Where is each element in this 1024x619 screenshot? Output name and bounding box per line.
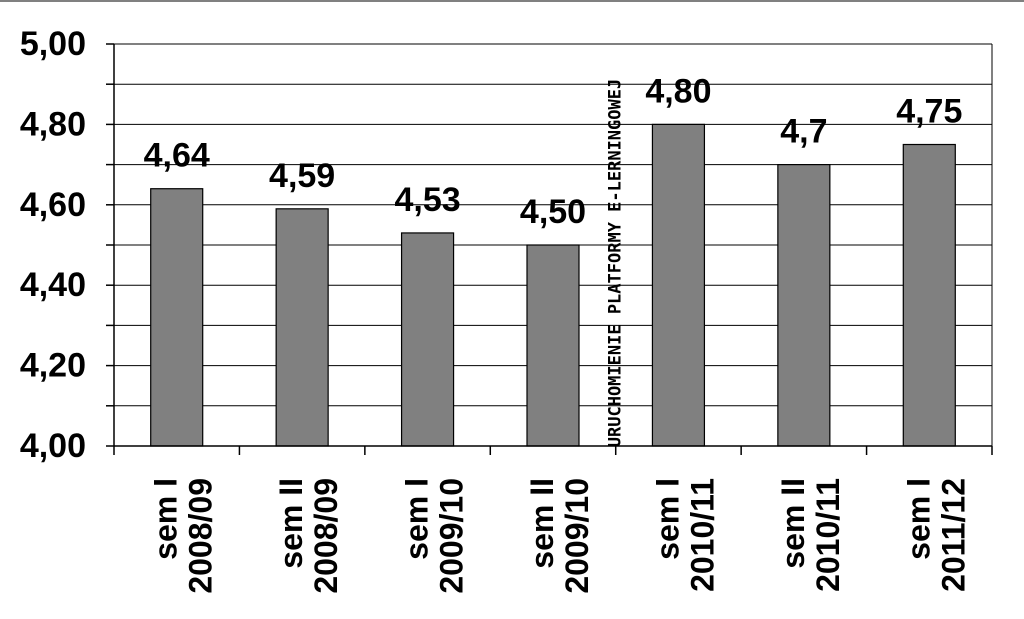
x-tick-label-line2: 2008/09 [183, 478, 219, 594]
x-tick-label-line1: sem I [148, 478, 184, 560]
data-label: 4,7 [780, 113, 827, 151]
x-tick-label: sem I 2011/12 [900, 478, 971, 592]
y-tick-label: 4,40 [20, 266, 86, 304]
x-tick-label-line1: sem II [273, 478, 309, 569]
x-tick-label-line1: sem I [900, 478, 936, 560]
y-tick-label: 4,80 [20, 105, 86, 143]
x-axis-tick-labels: sem I 2008/09 sem II 2008/09 sem I 2009/10 sem… [148, 478, 972, 594]
x-tick-label-line2: 2010/11 [684, 478, 720, 592]
x-tick-label: sem I 2008/09 [148, 478, 219, 594]
y-tick-label: 4,20 [20, 347, 86, 385]
bar [526, 244, 580, 447]
bar [651, 123, 706, 447]
y-tick-label: 5,00 [20, 25, 86, 63]
x-tick-label-line1: sem I [649, 478, 685, 560]
bar [902, 143, 956, 447]
data-label: 4,75 [896, 93, 962, 131]
bar [777, 164, 831, 447]
x-tick-label-line2: 2009/10 [434, 478, 470, 594]
x-tick-label-line2: 2008/09 [308, 478, 344, 594]
data-label: 4,64 [144, 137, 210, 175]
x-tick-label-line2: 2011/12 [935, 478, 971, 592]
x-tick-label-line1: sem II [775, 478, 811, 569]
x-tick-label: sem II 2010/11 [775, 478, 846, 592]
x-tick-label: sem II 2008/09 [273, 478, 344, 594]
bar [150, 188, 204, 447]
x-tick-label-line1: sem II [524, 478, 560, 569]
x-tick-label-line2: 2009/10 [559, 478, 595, 594]
x-tick-label-line1: sem I [399, 478, 435, 560]
x-tick-label: sem II 2009/10 [524, 478, 595, 594]
data-labels: 4,64 4,59 4,53 4,50 4,80 4,7 4,75 [144, 72, 963, 231]
bar [400, 232, 455, 447]
y-tick-label: 4,00 [20, 427, 86, 465]
x-tick-label: sem I 2010/11 [649, 478, 720, 592]
y-axis-tick-labels: 4,00 4,20 4,40 4,60 4,80 5,00 [20, 25, 86, 465]
data-label: 4,80 [645, 72, 711, 110]
data-label: 4,53 [394, 181, 460, 219]
y-tick-label: 4,60 [20, 186, 86, 224]
bar [275, 208, 329, 447]
x-tick-label: sem I 2009/10 [399, 478, 470, 594]
bars [150, 123, 956, 447]
platform-launch-annotation: URUCHOMIENIE PLATFORMY E-LERNINGOWEJ [606, 79, 626, 447]
data-label: 4,50 [520, 193, 586, 231]
data-label: 4,59 [269, 157, 335, 195]
axes [106, 43, 993, 455]
x-tick-label-line2: 2010/11 [810, 478, 846, 592]
